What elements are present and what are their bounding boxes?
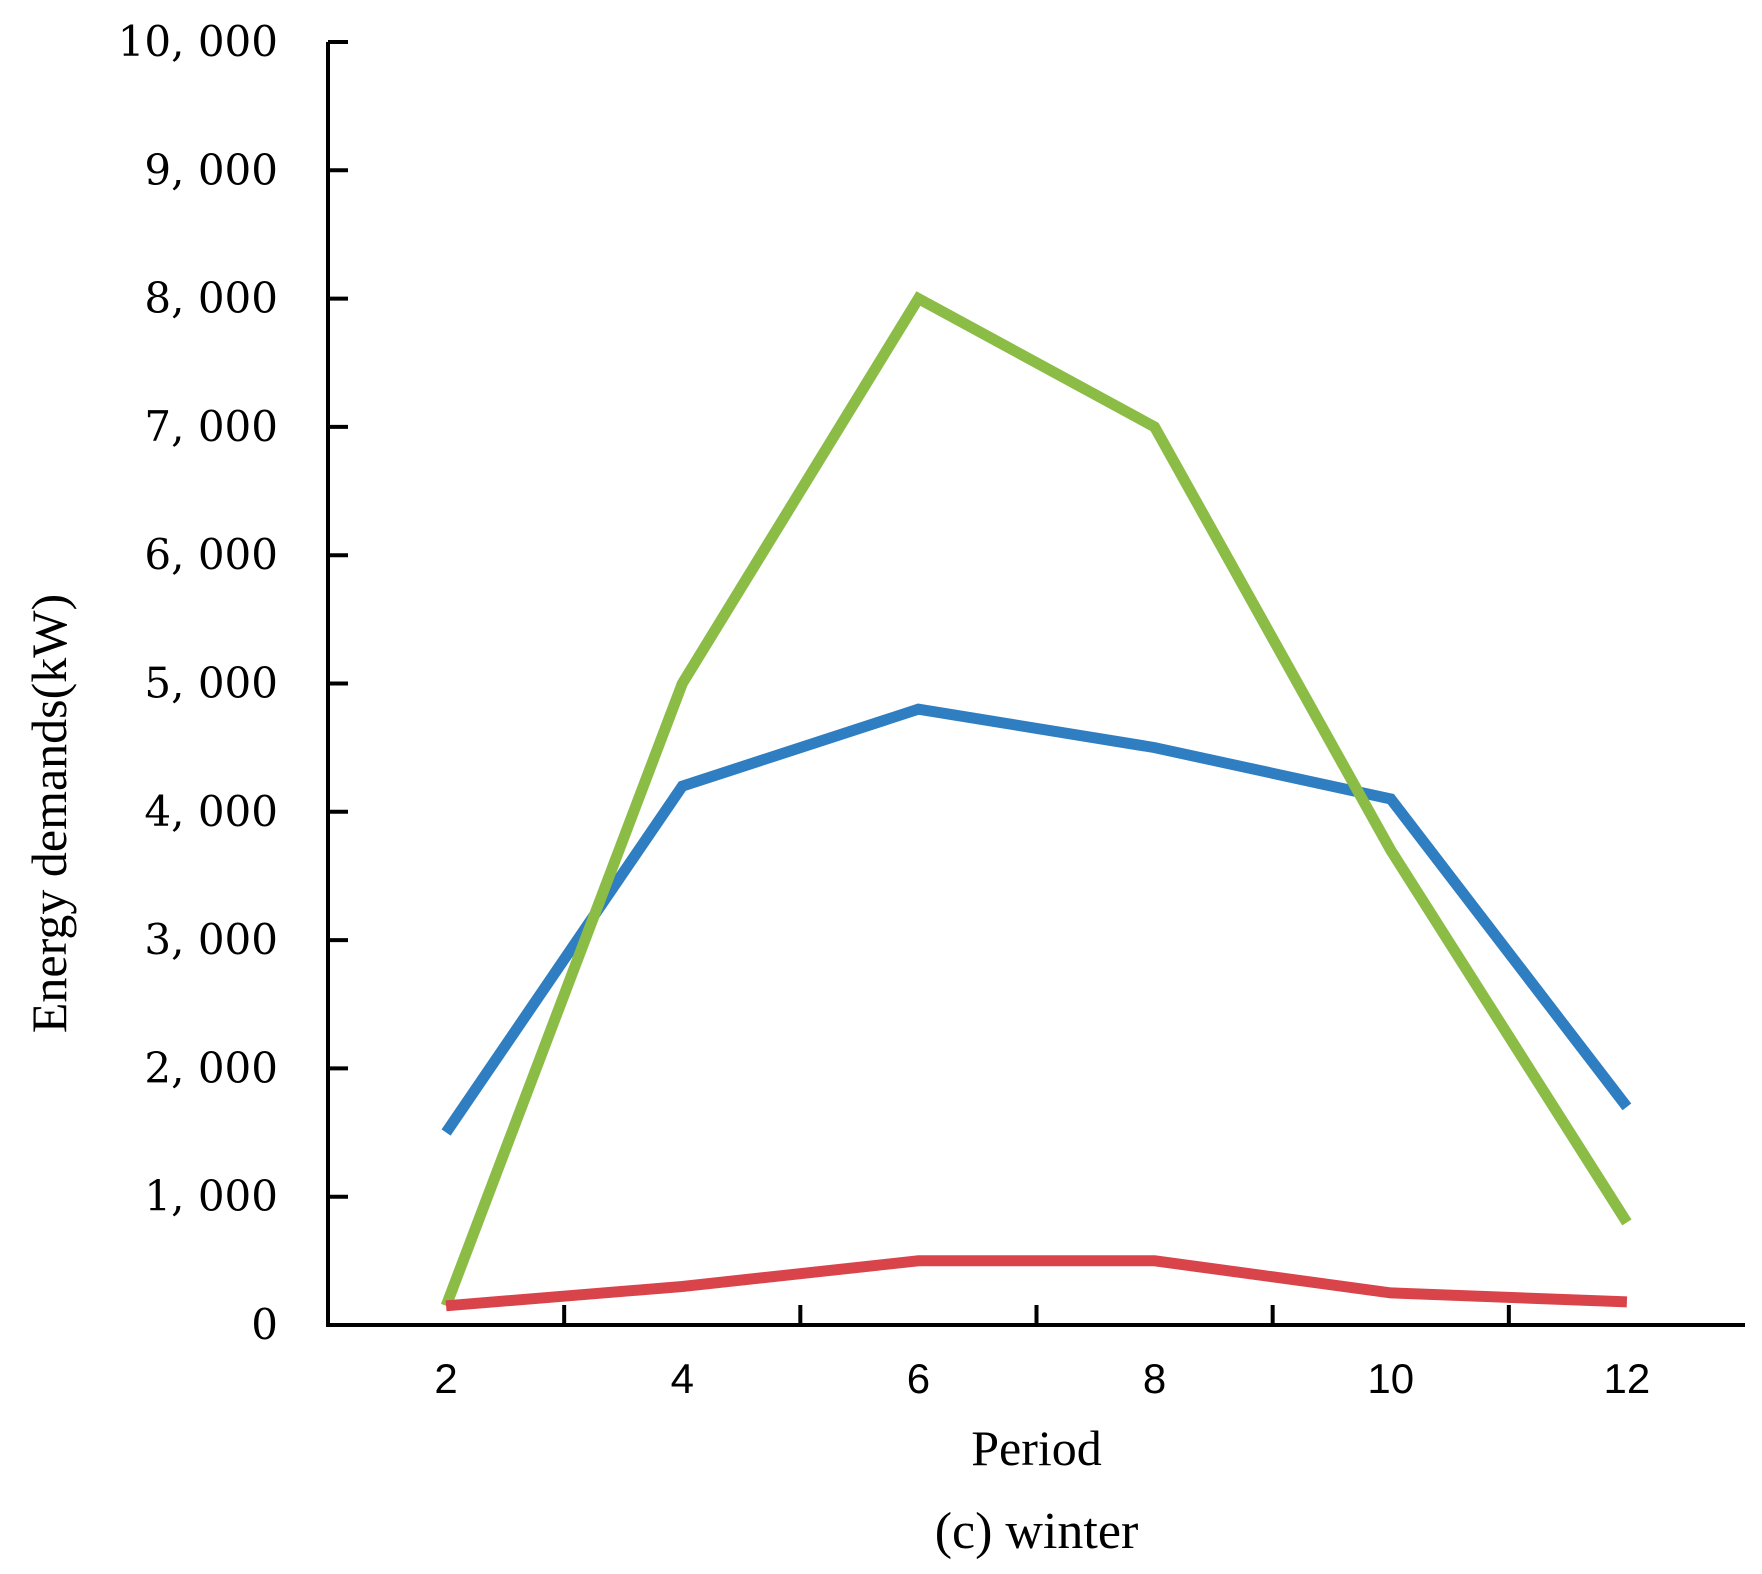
y-axis-title: Energy demands(kW) [21, 594, 77, 1033]
x-tick-label: 6 [907, 1355, 930, 1402]
x-axis-ticks: 2 4 6 8 10 12 [434, 1305, 1650, 1402]
x-axis-title: Period [971, 1420, 1102, 1476]
y-tick-label: 4, 000 [144, 787, 278, 836]
y-tick-label: 7, 000 [144, 402, 278, 451]
y-tick-label: 0 [251, 1300, 278, 1349]
y-tick-label: 8, 000 [144, 274, 278, 323]
series-line-1 [441, 703, 1632, 1136]
y-tick-label: 1, 000 [144, 1172, 278, 1221]
series-line-2 [440, 291, 1632, 1308]
x-tick-label: 10 [1367, 1355, 1414, 1402]
y-tick-label: 10, 000 [118, 17, 278, 66]
y-tick-label: 2, 000 [144, 1043, 278, 1092]
y-tick-label: 3, 000 [144, 915, 278, 964]
y-tick-label: 9, 000 [144, 145, 278, 194]
series-line-3 [445, 1255, 1628, 1312]
y-axis-ticks: 0 1, 000 2, 000 3, 000 4, 000 5, 000 6, 000 7, … [118, 17, 348, 1349]
y-tick-label: 6, 000 [144, 530, 278, 579]
x-tick-label: 12 [1604, 1355, 1651, 1402]
chart-caption: (c) winter [935, 1503, 1139, 1560]
y-tick-label: 5, 000 [144, 659, 278, 708]
x-tick-label: 4 [671, 1355, 694, 1402]
series-lines [440, 291, 1632, 1312]
x-tick-label: 2 [434, 1355, 457, 1402]
x-tick-label: 8 [1143, 1355, 1166, 1402]
